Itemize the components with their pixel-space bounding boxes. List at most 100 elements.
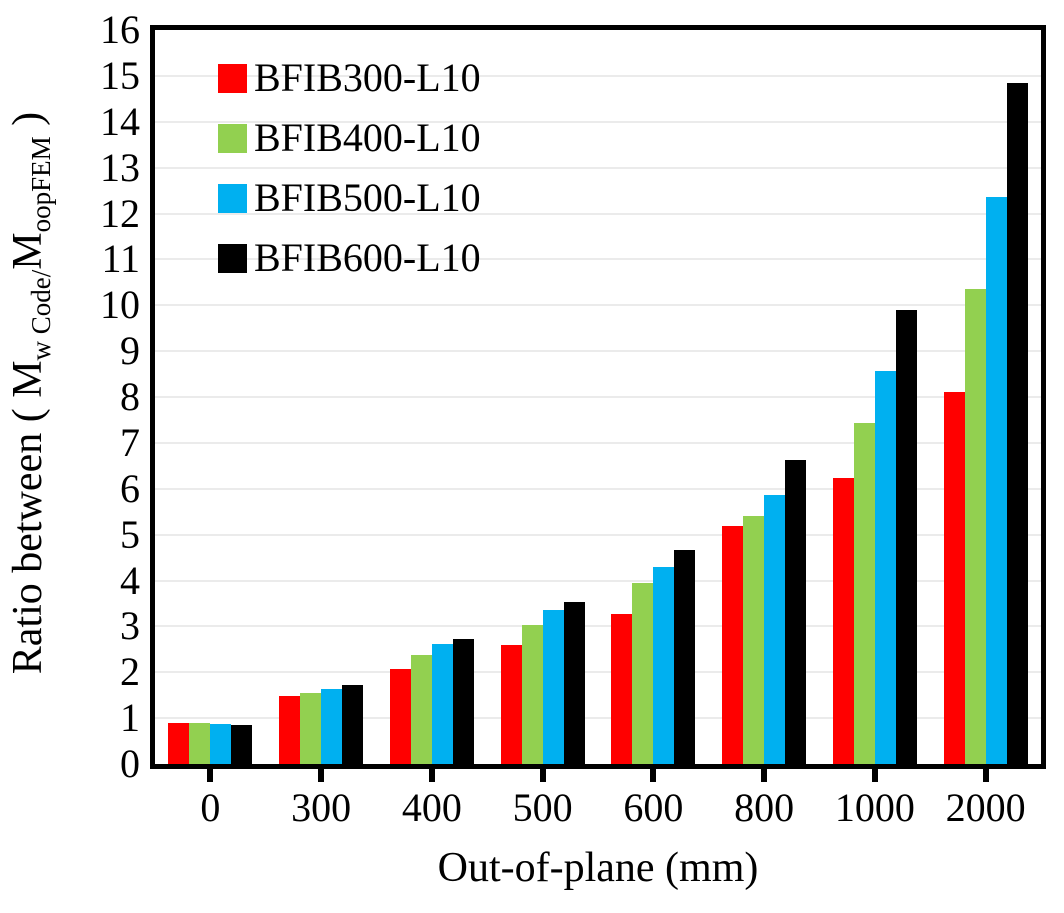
bar-BFIB600-L10-500: [563, 601, 585, 764]
gridline: [155, 74, 1041, 77]
legend-item-BFIB600-L10: BFIB600-L10: [218, 228, 481, 288]
y-tick-label: 14: [100, 98, 140, 144]
x-axis-title: Out-of-plane (mm): [437, 845, 759, 891]
bar-BFIB600-L10-800: [785, 460, 807, 764]
x-tick-label: 0: [200, 785, 221, 830]
bar-BFIB300-L10-1000: [832, 477, 854, 764]
y-tick-label: 2: [120, 649, 140, 695]
y-tick-label: 7: [120, 419, 140, 465]
y-tick-label: 6: [120, 465, 140, 511]
bar-group-400: [377, 30, 488, 764]
legend-item-BFIB500-L10: BFIB500-L10: [218, 168, 481, 228]
x-tick-label: 300: [291, 785, 352, 830]
x-tick-mark: [761, 769, 768, 782]
gridline: [155, 625, 1041, 628]
y-tick-label: 13: [100, 144, 140, 190]
y-tick-label: 0: [120, 741, 140, 786]
bar-BFIB400-L10-2000: [964, 289, 986, 764]
gridline: [155, 396, 1041, 398]
y-tick-label: 5: [120, 511, 140, 557]
legend: BFIB300-L10 BFIB400-L10 BFIB500-L10 BFIB600…: [218, 48, 481, 288]
y-tick-label: 4: [120, 557, 140, 603]
x-tick-label: 600: [623, 785, 684, 830]
x-tick-mark: [982, 769, 989, 782]
bar-BFIB300-L10-500: [500, 644, 522, 764]
x-tick-label: 2000: [945, 785, 1026, 830]
gridline: [155, 671, 1041, 674]
gridline: [155, 212, 1041, 215]
bar-BFIB400-L10-300: [300, 693, 322, 764]
legend-swatch-icon: [218, 183, 247, 213]
y-tick-label: 10: [100, 282, 140, 328]
bar-BFIB300-L10-600: [611, 614, 633, 764]
bar-BFIB500-L10-400: [431, 643, 453, 764]
gridline: [155, 166, 1041, 169]
x-tick-mark: [539, 769, 546, 782]
bar-BFIB600-L10-1000: [895, 309, 917, 764]
legend-swatch-icon: [218, 63, 247, 93]
bar-BFIB400-L10-400: [410, 655, 432, 764]
legend-label: BFIB500-L10: [254, 175, 481, 220]
bar-BFIB500-L10-2000: [985, 196, 1007, 764]
bar-BFIB500-L10-0: [210, 723, 232, 764]
bar-BFIB600-L10-2000: [1006, 82, 1028, 764]
bar-BFIB600-L10-600: [674, 549, 696, 764]
bar-group-600: [598, 30, 709, 764]
bar-BFIB400-L10-0: [189, 723, 211, 764]
legend-label: BFIB400-L10: [254, 115, 481, 160]
y-tick-label: 1: [120, 695, 140, 741]
x-tick-mark: [318, 769, 325, 782]
legend-item-BFIB400-L10: BFIB400-L10: [218, 108, 481, 168]
bar-BFIB400-L10-500: [521, 624, 543, 764]
bar-group-2000: [930, 30, 1041, 764]
bar-BFIB600-L10-400: [452, 638, 474, 764]
y-tick-label: 8: [120, 374, 140, 419]
gridline: [155, 120, 1041, 123]
x-axis-tick-labels: 0 300 400 500 600 800 1000 2000: [155, 786, 1041, 832]
gridline: [155, 350, 1041, 353]
y-tick-label: 3: [120, 603, 140, 649]
x-tick-label: 500: [512, 785, 573, 830]
gridline: [155, 717, 1041, 720]
bar-BFIB400-L10-1000: [853, 423, 875, 764]
y-tick-label: 12: [100, 190, 140, 236]
x-tick-mark: [871, 769, 878, 782]
gridline: [155, 441, 1041, 444]
bar-BFIB400-L10-600: [632, 582, 654, 764]
x-tick-label: 1000: [834, 785, 915, 830]
bar-BFIB600-L10-300: [342, 684, 364, 764]
bar-BFIB300-L10-0: [168, 722, 190, 764]
gridline: [155, 258, 1041, 261]
x-tick-mark: [207, 769, 214, 782]
gridline: [155, 304, 1041, 307]
bar-group-300: [266, 30, 377, 764]
bar-group-1000: [820, 30, 931, 764]
y-tick-label: 11: [101, 236, 140, 282]
legend-swatch-icon: [218, 243, 247, 273]
bar-BFIB500-L10-300: [321, 688, 343, 764]
gridline: [155, 579, 1041, 582]
bar-BFIB500-L10-800: [764, 495, 786, 764]
plot-area: BFIB300-L10 BFIB400-L10 BFIB500-L10 BFIB600…: [150, 25, 1046, 769]
gridline: [155, 487, 1041, 490]
bar-BFIB500-L10-1000: [874, 371, 896, 764]
y-tick-label: 15: [100, 52, 140, 98]
y-tick-label: 16: [100, 7, 140, 52]
bar-BFIB300-L10-2000: [943, 391, 965, 764]
x-axis-tick-marks: [155, 769, 1041, 783]
x-tick-mark: [428, 769, 435, 782]
gridline: [155, 533, 1041, 536]
x-tick-label: 800: [734, 785, 795, 830]
bar-BFIB300-L10-300: [279, 696, 301, 764]
bar-BFIB300-L10-400: [389, 668, 411, 764]
bar-group-500: [487, 30, 598, 764]
x-tick-mark: [650, 769, 657, 782]
y-axis-tick-labels: 0 1 2 3 4 5 6 7 8 9 10 11 12 13 14 15 16: [0, 0, 140, 913]
legend-item-BFIB300-L10: BFIB300-L10: [218, 48, 481, 108]
bar-BFIB300-L10-800: [722, 526, 744, 764]
y-tick-label: 9: [120, 328, 140, 374]
bar-BFIB500-L10-600: [653, 566, 675, 764]
bar-group-0: [155, 30, 266, 764]
x-tick-label: 400: [401, 785, 462, 830]
